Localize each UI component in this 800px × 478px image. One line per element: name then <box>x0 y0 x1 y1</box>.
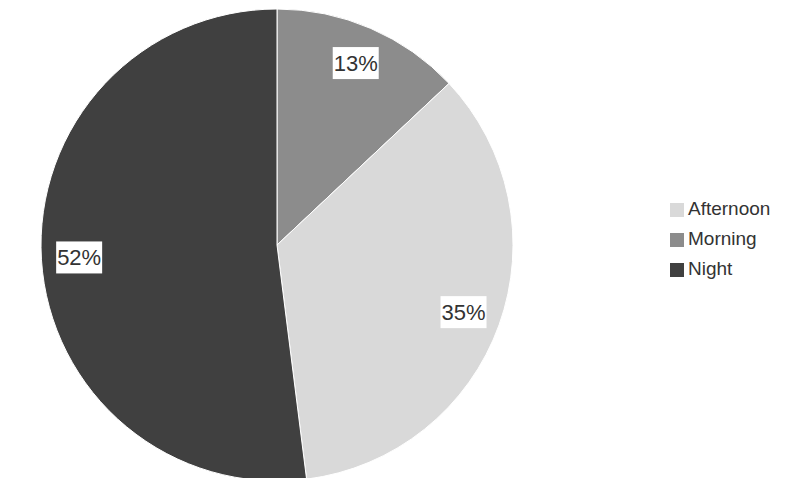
html-text:Afternoon: Afternoon <box>688 198 771 219</box>
svg-text:13%: 13% <box>334 51 378 76</box>
svg-text:52%: 52% <box>57 245 101 270</box>
svg-text:35%: 35% <box>441 300 485 325</box>
html-text:Morning: Morning <box>688 228 757 249</box>
html-text:Night: Night <box>688 258 733 279</box>
